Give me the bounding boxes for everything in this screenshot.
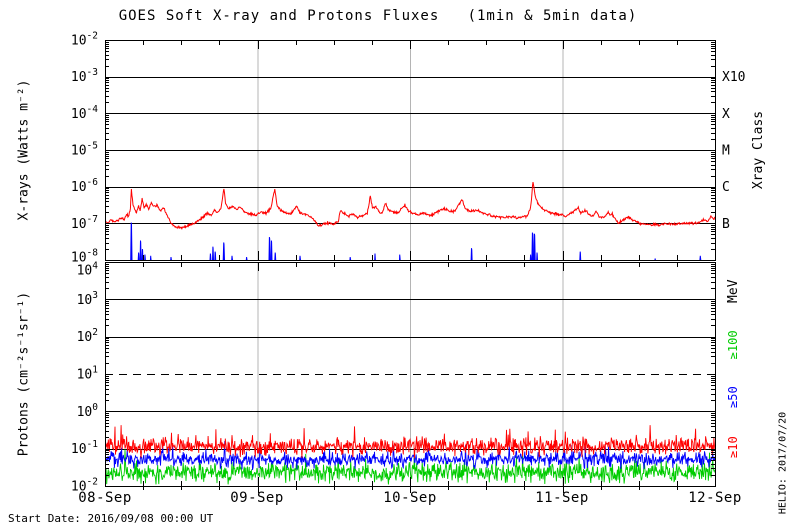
- proton-y-axis-label: Protons (cm⁻²s⁻¹sr⁻¹): [16, 291, 32, 457]
- y-tick-label: 10-4: [71, 104, 98, 122]
- right-axis-label: C: [722, 180, 730, 195]
- proton_panel-series-group: [105, 425, 715, 485]
- goes-xray-short-spike: [579, 251, 582, 260]
- y-tick-label: 103: [77, 290, 98, 308]
- y-tick-label: 10-6: [71, 177, 98, 195]
- y-tick-label: 10-1: [71, 439, 98, 457]
- goes-xray-short-spike: [529, 254, 532, 260]
- protons-ge100MeV-series: [105, 449, 715, 485]
- right-axis-label: ≥10: [726, 436, 740, 458]
- y-tick-label: 102: [77, 327, 98, 345]
- goes-xray-short-spike: [349, 257, 352, 260]
- x-tick-label-12sep: 12-Sep: [688, 490, 742, 506]
- goes-xray-short-spike: [170, 257, 172, 260]
- x-tick-label-10sep: 10-Sep: [383, 490, 437, 506]
- x-tick-label-11sep: 11-Sep: [535, 490, 589, 506]
- goes-xray-short-spike: [270, 240, 273, 260]
- goes-xray-short-spike: [470, 248, 473, 260]
- right-axis-label: X: [722, 107, 730, 122]
- goes-xray-short-spike: [212, 246, 214, 260]
- chart-title: GOES Soft X-ray and Protons Fluxes (1min…: [118, 8, 638, 24]
- right-axis-label: ≥100: [726, 330, 740, 359]
- x-tick-label-09sep: 09-Sep: [230, 490, 284, 506]
- right-axis-label: X10: [722, 70, 745, 85]
- goes-xray-short-spike: [214, 251, 217, 260]
- protons-ge50MeV-series: [105, 440, 715, 471]
- right-axis-label: ≥50: [726, 386, 740, 408]
- y-tick-label: 10-3: [71, 67, 98, 85]
- goes-xray-short-spike: [268, 237, 271, 260]
- goes-xray-long-series: [105, 182, 715, 230]
- goes-xray-short-spike: [299, 255, 301, 260]
- right-axis-label: B: [722, 217, 730, 232]
- goes-xray-short-spike: [374, 253, 376, 260]
- goes-xray-short-spike: [536, 252, 538, 260]
- goes-xray-short-spike: [137, 252, 140, 260]
- xray_panel-series-group: [105, 182, 715, 260]
- y-tick-label: 10-5: [71, 141, 98, 159]
- right-axis-title: Xray Class: [751, 111, 766, 189]
- credit-label: HELIO: 2017/07/20: [777, 411, 789, 515]
- goes-xray-short-spike: [699, 255, 702, 260]
- y-tick-label: 101: [77, 365, 99, 383]
- goes-xray-short-spike: [209, 253, 212, 260]
- goes-xray-short-spike: [533, 233, 536, 260]
- y-tick-label: 100: [77, 402, 99, 420]
- right-axis-title: MeV: [726, 279, 741, 303]
- x-tick-label-08sep: 08-Sep: [78, 490, 132, 506]
- y-tick-label: 104: [77, 261, 99, 279]
- goes-xray-short-spike: [231, 255, 233, 260]
- protons-ge10MeV-series: [105, 425, 715, 459]
- y-tick-label: 10-2: [71, 31, 98, 49]
- goes-xray-short-spike: [141, 248, 144, 260]
- start-date-label: Start Date: 2016/09/08 00:00 UT: [8, 512, 214, 525]
- goes-xray-short-spike: [654, 258, 656, 260]
- goes-xray-short-spike: [144, 254, 146, 260]
- y-tick-label: 10-7: [71, 214, 98, 232]
- xray-y-axis-label: X-rays (Watts m⁻²): [16, 79, 32, 221]
- goes-xray-short-spike: [130, 222, 133, 260]
- goes-xray-short-spike: [245, 257, 248, 260]
- goes-xray-short-spike: [531, 232, 534, 260]
- goes-xray-short-spike: [149, 255, 152, 260]
- goes-xray-short-spike: [222, 242, 225, 260]
- goes-xray-short-spike: [139, 240, 142, 260]
- right-axis-label: M: [722, 144, 730, 159]
- goes-xray-short-spike: [274, 252, 277, 260]
- xray_panel: 10-210-310-410-510-610-710-8X10XMCBXray …: [71, 31, 766, 266]
- goes-xray-short-spike: [399, 254, 401, 260]
